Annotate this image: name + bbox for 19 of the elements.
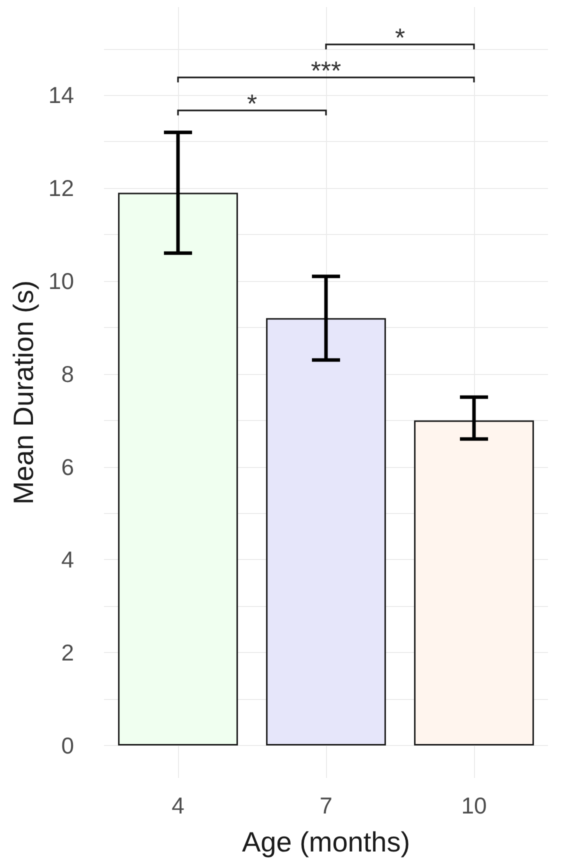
annotation: *	[246, 88, 258, 118]
x-tick-label: 10	[461, 792, 487, 818]
y-tick-label: 2	[61, 640, 74, 666]
annotation: *	[394, 22, 406, 52]
bar	[414, 420, 534, 746]
y-tick-label: 4	[61, 546, 74, 573]
x-axis-title: Age (months)	[242, 826, 410, 858]
bar	[266, 318, 386, 746]
x-tick-label: 4	[172, 792, 185, 818]
y-tick-label: 6	[61, 454, 74, 480]
annotation: ***	[310, 55, 342, 86]
y-tick-label: 12	[48, 175, 74, 202]
y-tick-label: 0	[61, 732, 74, 758]
y-tick-label: 14	[48, 82, 74, 108]
y-axis-title: Mean Duration (s)	[8, 280, 40, 505]
y-tick-label: 10	[48, 268, 74, 294]
x-tick-label: 7	[320, 792, 332, 818]
y-tick-label: 8	[61, 360, 74, 387]
bar	[118, 192, 238, 746]
